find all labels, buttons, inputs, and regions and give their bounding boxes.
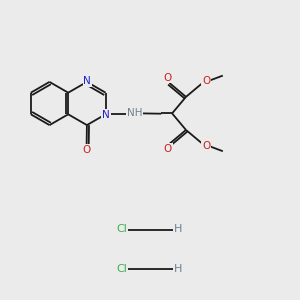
Text: H: H xyxy=(174,263,183,274)
Text: O: O xyxy=(164,144,172,154)
Text: O: O xyxy=(164,73,172,82)
Text: O: O xyxy=(202,76,210,85)
Text: O: O xyxy=(202,141,210,151)
Text: Cl: Cl xyxy=(116,263,127,274)
Text: H: H xyxy=(174,224,183,235)
Text: Cl: Cl xyxy=(116,224,127,235)
Text: N: N xyxy=(83,76,91,86)
Text: N: N xyxy=(102,110,110,120)
Text: NH: NH xyxy=(127,108,142,118)
Text: O: O xyxy=(82,145,91,155)
